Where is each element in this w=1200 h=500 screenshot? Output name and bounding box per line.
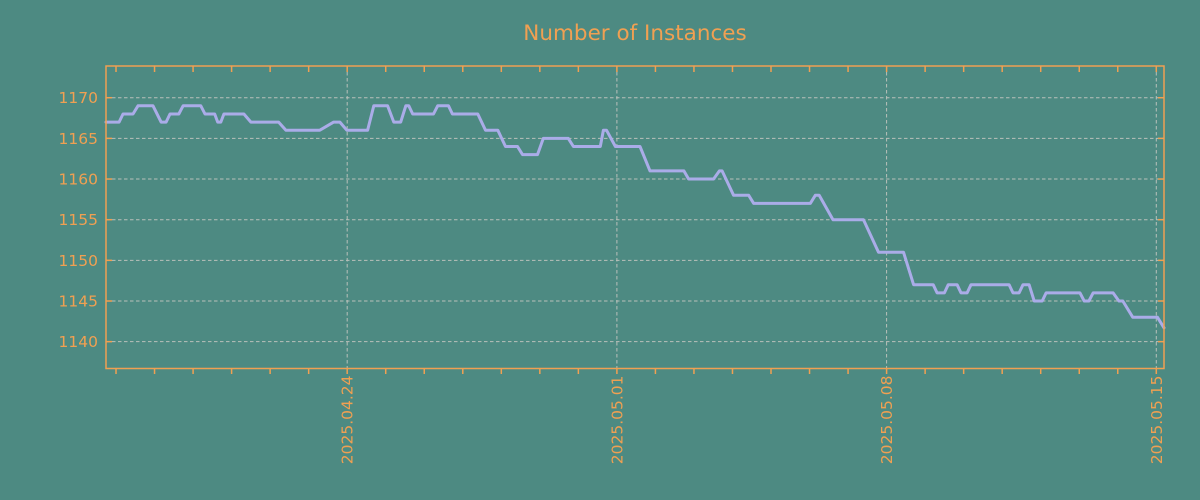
x-tick-label: 2025.05.01 — [608, 376, 626, 465]
y-tick-label: 1160 — [59, 171, 98, 189]
x-tick-label: 2025.05.08 — [878, 376, 896, 465]
y-tick-label: 1170 — [59, 89, 98, 107]
chart-title: Number of Instances — [523, 21, 746, 46]
y-tick-label: 1150 — [59, 252, 98, 270]
x-tick-label: 2025.04.24 — [339, 376, 357, 465]
x-tick-label: 2025.05.15 — [1148, 376, 1166, 465]
y-tick-label: 1145 — [59, 293, 98, 311]
y-tick-label: 1155 — [59, 211, 98, 229]
y-tick-label: 1165 — [59, 130, 98, 148]
series-line — [104, 104, 1166, 330]
plot-frame — [105, 65, 1165, 370]
y-tick-label: 1140 — [59, 333, 98, 351]
